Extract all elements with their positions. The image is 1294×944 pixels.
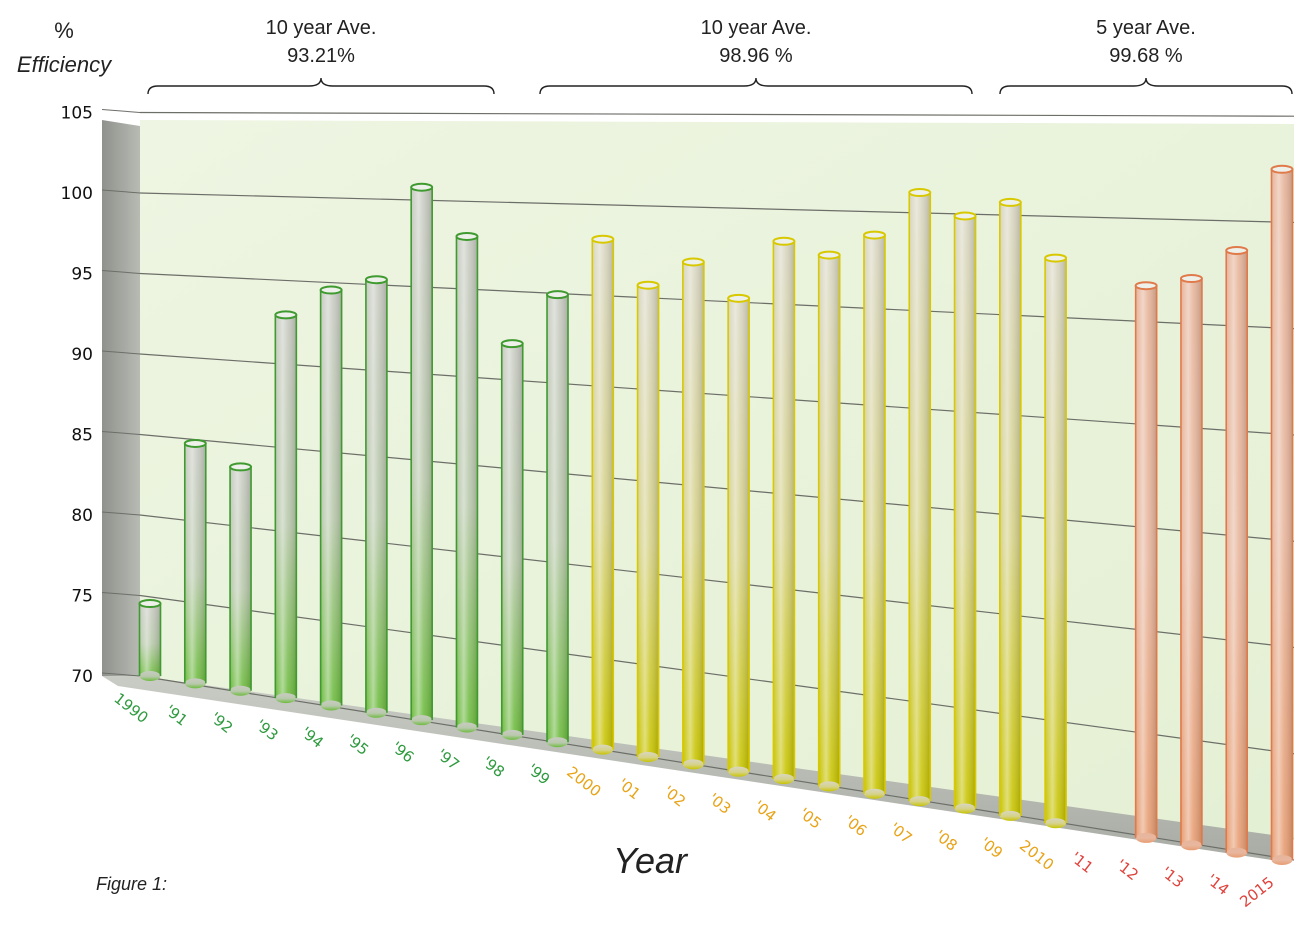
x-tick-label: '07 xyxy=(886,819,915,847)
side-wall xyxy=(102,120,140,676)
x-axis-label: Year xyxy=(613,840,689,881)
group-brace xyxy=(999,77,1293,95)
x-tick-label: 2015 xyxy=(1236,873,1277,911)
group-brace xyxy=(539,77,973,95)
group-label: 10 year Ave. xyxy=(701,17,812,39)
gridline-side xyxy=(101,511,141,516)
group-label: 10 year Ave. xyxy=(266,17,377,39)
gridline-side xyxy=(101,350,141,355)
bar xyxy=(727,293,751,777)
bar xyxy=(772,236,796,785)
gridline-side xyxy=(101,431,141,435)
x-tick-label: '13 xyxy=(1158,863,1187,891)
bar xyxy=(1044,253,1068,829)
y-tick-label: 85 xyxy=(71,426,93,446)
x-tick-label: '09 xyxy=(977,834,1006,862)
x-tick-label: '06 xyxy=(841,812,870,840)
gridline xyxy=(139,272,1294,330)
y-tick-label: 105 xyxy=(61,104,93,124)
x-tick-label: 2010 xyxy=(1016,836,1057,874)
bar xyxy=(1134,281,1158,843)
x-tick-label: '92 xyxy=(207,709,236,737)
x-tick-label: '05 xyxy=(796,804,825,832)
gridline xyxy=(139,192,1294,224)
bar xyxy=(1225,246,1249,858)
y-axis-ticks: 70 75 80 85 90 95 100 105 xyxy=(61,104,93,688)
y-tick-label: 95 xyxy=(71,265,93,285)
gridline-side xyxy=(101,189,141,194)
bar xyxy=(817,250,841,792)
bar xyxy=(455,231,479,733)
x-tick-label: '03 xyxy=(705,790,734,818)
y-axis-label: Efficiency xyxy=(17,52,113,77)
gridline xyxy=(139,111,1294,117)
y-tick-label: 80 xyxy=(71,506,93,526)
gridline-side xyxy=(101,672,141,677)
y-tick-label: 70 xyxy=(71,667,93,687)
bar xyxy=(862,230,886,799)
x-tick-label: '01 xyxy=(614,775,643,803)
group-label: 5 year Ave. xyxy=(1096,17,1196,39)
bar xyxy=(908,188,932,807)
x-tick-label: 1990 xyxy=(110,689,151,727)
x-tick-label: '98 xyxy=(479,753,508,781)
x-tick-label: '95 xyxy=(343,731,372,759)
bar xyxy=(183,438,207,689)
group-brace xyxy=(147,77,495,95)
x-tick-label: '94 xyxy=(298,723,327,751)
x-tick-label: '91 xyxy=(162,701,191,729)
bar xyxy=(546,290,570,748)
figure-caption: Figure 1: xyxy=(96,874,167,894)
x-tick-label: '02 xyxy=(660,782,689,810)
gridline-side xyxy=(101,109,141,113)
group-braces: 10 year Ave. 93.21% 10 year Ave. 98.96 % 5 y… xyxy=(147,17,1293,95)
bar xyxy=(591,234,615,755)
bar xyxy=(1179,274,1203,851)
gridline-side xyxy=(101,592,141,596)
group-average: 93.21% xyxy=(287,45,355,67)
bar xyxy=(319,285,343,711)
bar xyxy=(274,310,298,704)
x-tick-label: '96 xyxy=(388,738,417,766)
x-tick-label: '93 xyxy=(252,716,281,744)
bar xyxy=(364,275,388,718)
bar xyxy=(953,211,977,814)
group-average: 99.68 % xyxy=(1109,45,1183,67)
x-tick-label: '99 xyxy=(524,760,553,788)
group-average: 98.96 % xyxy=(719,45,793,67)
bar xyxy=(138,599,162,681)
x-tick-label: 2000 xyxy=(563,763,604,801)
x-tick-label: '08 xyxy=(931,826,960,854)
bar xyxy=(998,197,1022,821)
bar xyxy=(500,339,524,740)
bar xyxy=(1270,164,1294,865)
bar xyxy=(681,257,705,770)
y-tick-label: 90 xyxy=(71,345,93,365)
bar xyxy=(410,182,434,726)
gridline-side xyxy=(101,270,141,274)
x-tick-label: '12 xyxy=(1113,856,1142,884)
x-tick-label: '14 xyxy=(1203,870,1232,898)
x-tick-label: '04 xyxy=(750,797,779,825)
y-axis-unit: % xyxy=(54,18,74,43)
x-tick-label: '11 xyxy=(1067,848,1096,876)
bar xyxy=(636,280,660,762)
y-tick-label: 100 xyxy=(61,184,93,204)
x-tick-label: '97 xyxy=(433,745,462,773)
bar-series xyxy=(138,164,1294,865)
y-tick-label: 75 xyxy=(71,587,93,607)
bar xyxy=(229,462,253,696)
